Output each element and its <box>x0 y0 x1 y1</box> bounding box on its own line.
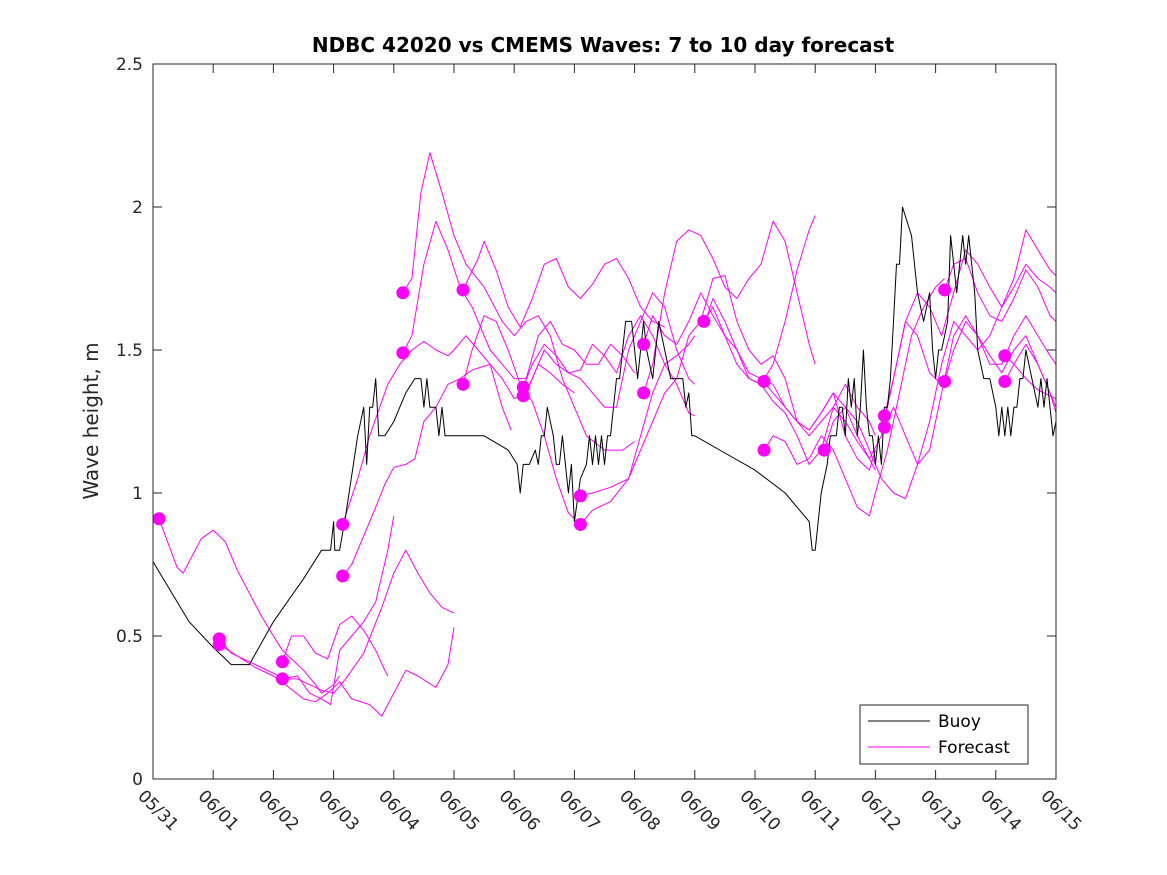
marker-layer <box>152 283 1012 686</box>
forecast-series-line <box>1004 343 1057 414</box>
forecast-start-marker <box>152 512 166 526</box>
forecast-series-line <box>763 278 945 517</box>
forecast-start-marker <box>212 638 226 652</box>
forecast-start-marker <box>757 374 771 388</box>
forecast-start-marker <box>938 374 952 388</box>
forecast-start-marker <box>817 443 831 457</box>
forecast-series-line <box>883 315 1057 465</box>
legend-box <box>859 704 1029 765</box>
forecast-start-marker <box>396 286 410 300</box>
forecast-series-line <box>281 615 389 677</box>
plot-area <box>153 64 1056 779</box>
forecast-start-marker <box>877 420 891 434</box>
forecast-start-marker <box>336 517 350 531</box>
forecast-start-marker <box>275 672 289 686</box>
forecast-series-line <box>158 518 341 694</box>
forecast-start-marker <box>573 489 587 503</box>
forecast-start-marker <box>516 389 530 403</box>
forecast-series-line <box>402 220 636 380</box>
chart-title: NDBC 42020 vs CMEMS Waves: 7 to 10 day f… <box>312 33 895 57</box>
forecast-series-line <box>703 306 876 465</box>
y-tick-label: 2.5 <box>116 55 143 75</box>
series-layer <box>152 152 1057 717</box>
legend-label-buoy: Buoy <box>938 712 981 732</box>
forecast-series-line <box>462 240 665 328</box>
forecast-series-line <box>342 363 512 577</box>
forecast-start-marker <box>938 283 952 297</box>
forecast-series-line <box>643 215 816 385</box>
forecast-series-line <box>643 220 816 394</box>
forecast-start-marker <box>573 517 587 531</box>
y-tick-label: 1 <box>132 484 143 504</box>
forecast-series-line <box>522 315 696 388</box>
forecast-start-marker <box>877 409 891 423</box>
forecast-series-line <box>218 627 455 717</box>
forecast-series-line <box>522 292 696 408</box>
forecast-start-marker <box>998 349 1012 363</box>
forecast-series-line <box>763 320 942 460</box>
y-tick-label: 1.5 <box>116 341 143 361</box>
legend-label-forecast: Forecast <box>938 738 1010 758</box>
forecast-series-line <box>580 363 696 525</box>
forecast-series-line <box>282 515 395 706</box>
forecast-series-line <box>883 229 1057 416</box>
legend: Buoy Forecast <box>859 704 1029 765</box>
forecast-start-marker <box>275 655 289 669</box>
forecast-start-marker <box>396 346 410 360</box>
forecast-start-marker <box>456 283 470 297</box>
forecast-series-line <box>944 258 1057 322</box>
forecast-start-marker <box>336 569 350 583</box>
y-axis-label: Wave height, m <box>79 342 103 499</box>
forecast-start-marker <box>697 314 711 328</box>
forecast-series-line <box>218 549 455 694</box>
y-tick-label: 0 <box>132 770 143 790</box>
forecast-start-marker <box>757 443 771 457</box>
y-tick-label: 0.5 <box>116 627 143 647</box>
plot-frame <box>152 63 1057 780</box>
forecast-series-line <box>823 263 1057 500</box>
y-tick-label: 2 <box>132 198 143 218</box>
forecast-start-marker <box>637 386 651 400</box>
buoy-series-line <box>152 206 1057 666</box>
forecast-series-line <box>402 152 635 451</box>
forecast-start-marker <box>456 377 470 391</box>
forecast-start-marker <box>998 374 1012 388</box>
forecast-start-marker <box>637 337 651 351</box>
